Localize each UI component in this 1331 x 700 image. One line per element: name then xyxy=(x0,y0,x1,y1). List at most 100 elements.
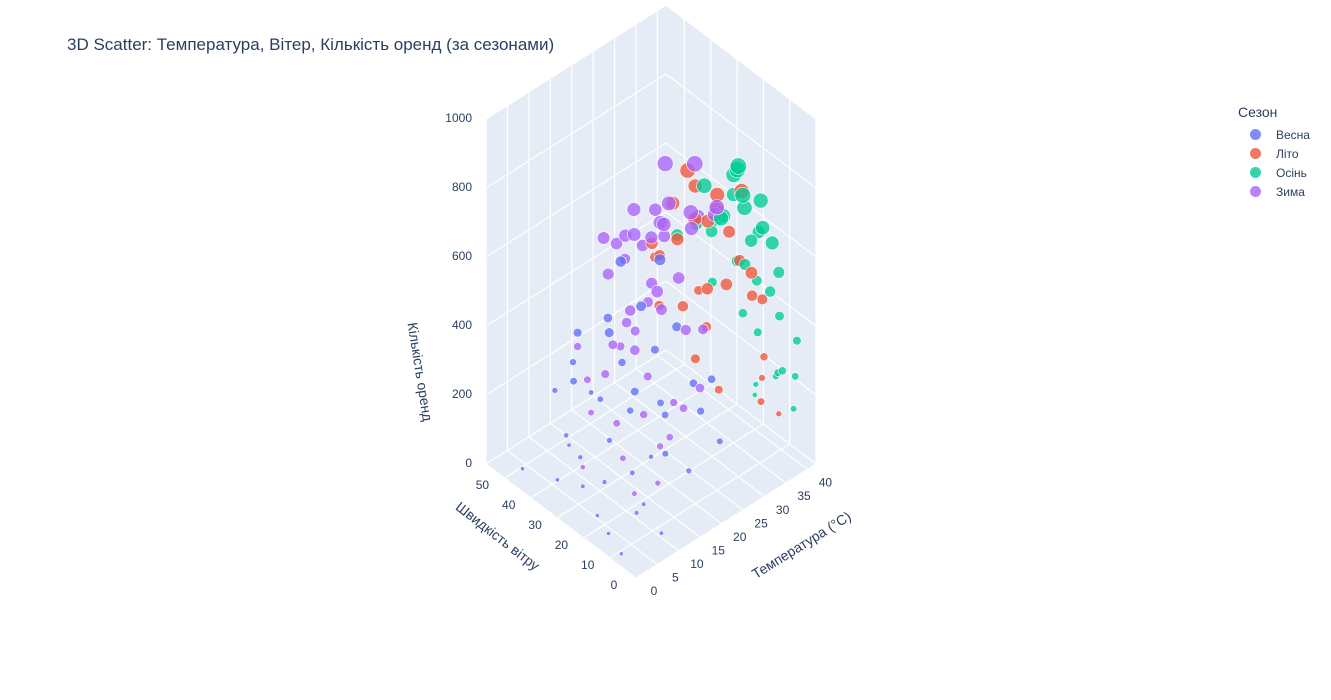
data-point-Зима[interactable] xyxy=(639,410,649,419)
data-point-Літо[interactable] xyxy=(714,385,724,395)
data-point-Осінь[interactable] xyxy=(751,391,758,398)
data-point-Зима[interactable] xyxy=(587,409,595,417)
data-point-Весна[interactable] xyxy=(658,530,664,536)
data-point-Весна[interactable] xyxy=(566,442,572,448)
data-point-Літо[interactable] xyxy=(719,277,733,291)
data-point-Весна[interactable] xyxy=(660,410,670,420)
data-point-Зима[interactable] xyxy=(656,442,664,451)
data-point-Зима[interactable] xyxy=(627,227,642,242)
data-point-Осінь[interactable] xyxy=(737,308,748,319)
data-point-Літо[interactable] xyxy=(677,300,689,313)
data-point-Весна[interactable] xyxy=(716,437,724,445)
data-point-Зима[interactable] xyxy=(642,371,653,382)
data-point-Літо[interactable] xyxy=(700,282,714,296)
data-point-Зима[interactable] xyxy=(626,202,642,217)
data-point-Зима[interactable] xyxy=(644,230,659,245)
data-point-Зима[interactable] xyxy=(650,285,664,299)
data-point-Зима[interactable] xyxy=(682,204,699,221)
data-point-Весна[interactable] xyxy=(569,377,578,386)
data-point-Зима[interactable] xyxy=(656,216,672,232)
data-point-Осінь[interactable] xyxy=(734,187,752,204)
data-point-Літо[interactable] xyxy=(690,353,701,364)
data-point-Весна[interactable] xyxy=(650,345,660,355)
data-point-Весна[interactable] xyxy=(619,551,624,557)
data-point-Зима[interactable] xyxy=(610,237,623,250)
data-point-Весна[interactable] xyxy=(554,477,560,483)
data-point-Весна[interactable] xyxy=(601,479,608,485)
data-point-Осінь[interactable] xyxy=(774,311,785,322)
data-point-Літо[interactable] xyxy=(756,397,766,406)
data-point-Весна[interactable] xyxy=(614,255,627,268)
data-point-Весна[interactable] xyxy=(635,300,647,312)
data-point-Весна[interactable] xyxy=(602,312,613,323)
data-point-Осінь[interactable] xyxy=(752,327,763,337)
data-point-Зима[interactable] xyxy=(631,490,638,497)
data-point-Зима[interactable] xyxy=(624,304,637,317)
data-point-Осінь[interactable] xyxy=(696,177,713,194)
legend-item-Осінь[interactable]: Осінь xyxy=(1238,163,1326,182)
legend-item-Літо[interactable]: Літо xyxy=(1238,144,1326,163)
data-point-Весна[interactable] xyxy=(629,469,636,477)
data-point-Весна[interactable] xyxy=(563,432,570,439)
data-point-Зима[interactable] xyxy=(629,325,641,337)
data-point-Осінь[interactable] xyxy=(792,336,802,346)
data-point-Літо[interactable] xyxy=(759,352,769,362)
data-point-Зима[interactable] xyxy=(596,231,611,245)
data-point-Весна[interactable] xyxy=(606,531,611,536)
data-point-Зима[interactable] xyxy=(601,267,615,281)
data-point-Весна[interactable] xyxy=(595,513,600,518)
legend-item-Весна[interactable]: Весна xyxy=(1238,125,1326,144)
data-point-Весна[interactable] xyxy=(626,406,635,415)
data-point-Осінь[interactable] xyxy=(755,220,771,236)
data-point-Весна[interactable] xyxy=(596,395,604,403)
data-point-Зима[interactable] xyxy=(684,221,699,236)
data-point-Літо[interactable] xyxy=(775,410,783,418)
data-point-Осінь[interactable] xyxy=(764,285,777,298)
data-point-Весна[interactable] xyxy=(633,510,640,516)
data-point-Зима[interactable] xyxy=(600,369,610,379)
data-point-Весна[interactable] xyxy=(569,358,577,366)
data-point-Зима[interactable] xyxy=(583,375,592,384)
legend-item-Зима[interactable]: Зима xyxy=(1238,182,1326,201)
data-point-Весна[interactable] xyxy=(707,374,717,384)
data-point-Літо[interactable] xyxy=(758,374,766,382)
data-point-Зима[interactable] xyxy=(686,155,704,173)
data-point-Зима[interactable] xyxy=(669,398,679,407)
data-point-Осінь[interactable] xyxy=(764,235,780,251)
data-point-Весна[interactable] xyxy=(617,357,627,367)
data-point-Зима[interactable] xyxy=(656,155,674,172)
data-point-Весна[interactable] xyxy=(580,483,586,489)
data-point-Зима[interactable] xyxy=(648,202,663,217)
data-point-Зима[interactable] xyxy=(621,317,633,329)
data-point-Весна[interactable] xyxy=(653,253,667,266)
data-point-Осінь[interactable] xyxy=(772,266,785,279)
data-point-Весна[interactable] xyxy=(696,406,706,416)
data-point-Весна[interactable] xyxy=(641,501,647,507)
data-point-Зима[interactable] xyxy=(579,464,586,471)
data-point-Зима[interactable] xyxy=(708,199,725,216)
data-point-Зима[interactable] xyxy=(573,342,582,351)
data-point-Зима[interactable] xyxy=(665,433,674,442)
data-point-Весна[interactable] xyxy=(577,454,584,461)
data-point-Осінь[interactable] xyxy=(744,233,758,248)
data-point-Зима[interactable] xyxy=(629,344,641,356)
data-point-Осінь[interactable] xyxy=(752,192,769,209)
data-point-Літо[interactable] xyxy=(756,293,768,306)
data-point-Літо[interactable] xyxy=(744,266,759,280)
data-point-Зима[interactable] xyxy=(607,339,618,350)
data-point-Літо[interactable] xyxy=(746,289,758,302)
data-point-Весна[interactable] xyxy=(688,378,698,388)
data-point-Зима[interactable] xyxy=(694,382,705,393)
data-point-Літо[interactable] xyxy=(670,232,685,247)
data-point-Зима[interactable] xyxy=(672,271,686,285)
data-point-Осінь[interactable] xyxy=(752,381,760,388)
data-point-Осінь[interactable] xyxy=(778,366,787,376)
data-point-Весна[interactable] xyxy=(520,466,525,472)
data-point-Весна[interactable] xyxy=(606,437,613,444)
data-point-Зима[interactable] xyxy=(697,323,709,336)
data-point-Зима[interactable] xyxy=(679,324,692,336)
data-point-Весна[interactable] xyxy=(648,453,654,460)
data-point-Зима[interactable] xyxy=(678,403,688,413)
data-point-Осінь[interactable] xyxy=(729,157,747,175)
